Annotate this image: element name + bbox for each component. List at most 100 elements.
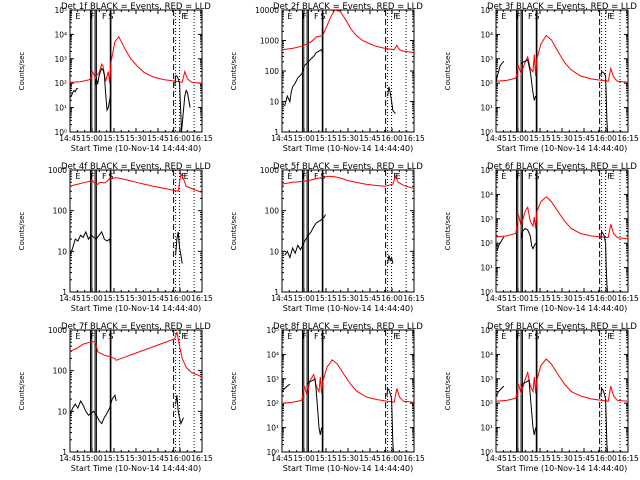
x-tick-label: 16:15: [403, 294, 425, 303]
panel-det-5: Det 5f BLACK = Events, RED = LLD Start Ti…: [230, 162, 425, 313]
x-tick-label: 15:30: [551, 454, 573, 463]
x-tick-label: 15:30: [551, 294, 573, 303]
y-tick-label: 1: [274, 288, 279, 297]
y-tick-label: 10: [57, 407, 67, 416]
phase-label: F: [607, 172, 612, 181]
chart-title: Det 6f BLACK = Events, RED = LLD: [487, 162, 637, 172]
series-lld-line: [70, 331, 202, 378]
plot-frame: [69, 9, 203, 133]
series-lld-line: [70, 172, 202, 193]
chart-title: Det 9f BLACK = Events, RED = LLD: [487, 322, 637, 332]
y-axis-label: Counts/sec: [444, 212, 452, 251]
x-axis-label: Start Time (10-Nov-14 14:44:40): [283, 304, 413, 313]
x-tick-label: 15:30: [125, 294, 147, 303]
x-tick-label: 14:45: [271, 294, 293, 303]
x-tick-label: 15:15: [529, 454, 551, 463]
phase-label: S: [108, 172, 113, 181]
y-tick-label: 10: [269, 247, 279, 256]
y-tick-label: 10²: [54, 79, 67, 88]
x-tick-label: 15:00: [507, 134, 529, 143]
series-events-line: [520, 378, 537, 435]
x-tick-label: 14:45: [485, 134, 507, 143]
phase-label: E: [184, 12, 189, 21]
phase-label: E: [184, 172, 189, 181]
series-lld-line: [496, 196, 628, 240]
series-events-line: [496, 385, 505, 397]
series-lld-line: [496, 34, 628, 83]
phase-label: F: [607, 12, 612, 21]
x-tick-label: 15:45: [359, 294, 381, 303]
phase-label: F: [528, 12, 533, 21]
x-tick-label: 15:15: [315, 294, 337, 303]
phase-label: E: [610, 332, 615, 341]
y-tick-label: 10: [57, 247, 67, 256]
phase-label: F: [314, 332, 319, 341]
y-tick-label: 100: [265, 67, 280, 76]
series-events-line: [387, 86, 396, 114]
phase-label: S: [320, 12, 325, 21]
phase-label: S: [534, 332, 539, 341]
x-tick-label: 15:45: [573, 454, 595, 463]
panel-det-6: Det 6f BLACK = Events, RED = LLD Start Ti…: [444, 162, 639, 313]
y-tick-label: 10⁵: [480, 6, 493, 15]
x-tick-label: 15:15: [529, 294, 551, 303]
x-tick-label: 14:45: [59, 454, 81, 463]
x-axis-label: Start Time (10-Nov-14 14:44:40): [497, 464, 627, 473]
phase-label: E: [287, 172, 292, 181]
series-events-line: [520, 227, 537, 250]
x-tick-label: 15:00: [293, 294, 315, 303]
chart-title: Det 5f BLACK = Events, RED = LLD: [273, 162, 423, 172]
phase-label: F: [90, 172, 95, 181]
phase-label: E: [501, 12, 506, 21]
y-tick-label: 10⁴: [480, 350, 493, 359]
phase-label: E: [501, 332, 506, 341]
series-lld-line: [496, 358, 628, 402]
phase-label: F: [302, 12, 307, 21]
phase-label: E: [501, 172, 506, 181]
x-tick-label: 15:00: [293, 454, 315, 463]
x-tick-label: 15:00: [293, 134, 315, 143]
y-tick-label: 10⁰: [480, 288, 493, 297]
y-tick-label: 10⁵: [480, 166, 493, 175]
y-tick-label: 10³: [480, 55, 493, 64]
phase-label: E: [396, 332, 401, 341]
y-axis-label: Counts/sec: [444, 372, 452, 411]
series-events-line: [70, 230, 111, 256]
phase-label: F: [102, 12, 107, 21]
phase-label: E: [75, 332, 80, 341]
series-events-line: [282, 383, 291, 392]
series-events-line: [520, 59, 537, 101]
phase-label: S: [108, 332, 113, 341]
y-tick-label: 1: [274, 128, 279, 137]
series-lld-line: [70, 35, 202, 84]
y-tick-label: 10⁵: [480, 326, 493, 335]
plot-frame: [69, 169, 203, 293]
phase-label: E: [75, 172, 80, 181]
phase-label: E: [396, 172, 401, 181]
x-tick-label: 15:45: [359, 454, 381, 463]
x-tick-label: 14:45: [271, 134, 293, 143]
phase-label: E: [75, 12, 80, 21]
y-tick-label: 10¹: [54, 104, 67, 113]
y-axis-label: Counts/sec: [444, 52, 452, 91]
series-events-line: [175, 395, 184, 426]
x-tick-label: 16:15: [403, 454, 425, 463]
series-events-line: [284, 214, 327, 260]
y-tick-label: 10¹: [266, 424, 279, 433]
phase-label: F: [302, 172, 307, 181]
series-events-line: [70, 393, 117, 425]
x-tick-label: 16:00: [381, 454, 403, 463]
x-tick-label: 16:00: [595, 454, 617, 463]
phase-label: E: [287, 332, 292, 341]
y-tick-label: 100: [265, 207, 280, 216]
x-tick-label: 16:00: [169, 454, 191, 463]
phase-label: S: [320, 332, 325, 341]
panel-det-7: Det 7f BLACK = Events, RED = LLD Start Ti…: [18, 322, 213, 473]
y-tick-label: 1000: [48, 166, 67, 175]
x-tick-label: 14:45: [59, 294, 81, 303]
phase-label: F: [393, 12, 398, 21]
y-tick-label: 10⁴: [480, 190, 493, 199]
x-tick-label: 15:00: [81, 294, 103, 303]
panel-det-8: Det 8f BLACK = Events, RED = LLD Start Ti…: [230, 322, 425, 473]
